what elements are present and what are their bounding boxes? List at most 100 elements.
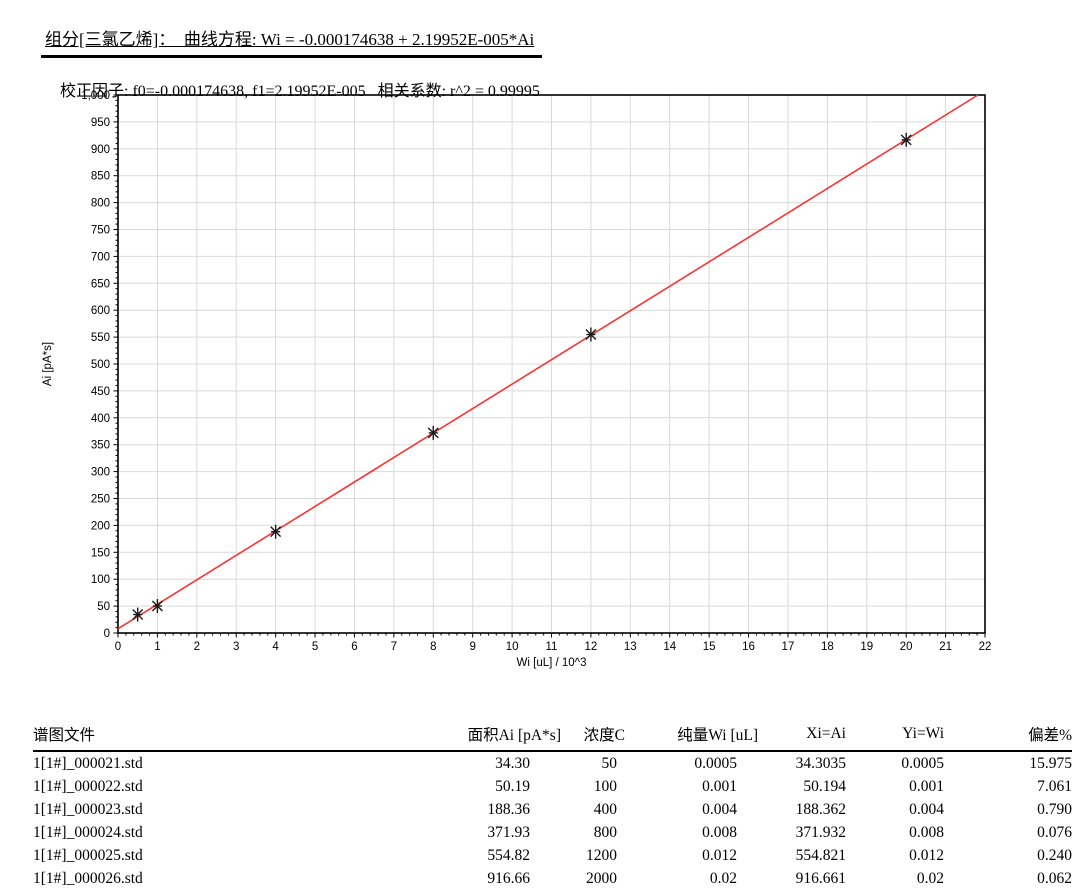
cell-value: 554.82 bbox=[487, 847, 530, 864]
svg-text:8: 8 bbox=[430, 641, 436, 653]
svg-text:20: 20 bbox=[900, 641, 913, 653]
table-row: 1[1#]_000025.std 554.82 1200 0.012 554.821 0.… bbox=[33, 844, 1072, 867]
component-equation-title: 组分[三氯乙烯]： 曲线方程: Wi = -0.000174638 + 2.19… bbox=[41, 28, 543, 58]
cell-value: 0.012 bbox=[702, 847, 737, 864]
svg-text:850: 850 bbox=[91, 171, 110, 183]
col-header-spectrum-file: 谱图文件 bbox=[33, 722, 443, 752]
svg-text:0: 0 bbox=[104, 628, 110, 640]
data-point-marker bbox=[900, 132, 912, 147]
svg-text:14: 14 bbox=[663, 641, 676, 653]
data-point-marker bbox=[427, 425, 439, 440]
cell-value: 0.008 bbox=[909, 824, 944, 841]
cell-spectrum-file: 1[1#]_000026.std bbox=[33, 870, 143, 887]
svg-text:9: 9 bbox=[469, 641, 475, 653]
col-header-deviation: 偏差% bbox=[944, 722, 1072, 752]
cell-value: 50.19 bbox=[495, 778, 530, 795]
cell-value: 15.975 bbox=[1029, 755, 1072, 772]
data-points bbox=[132, 132, 912, 622]
svg-text:400: 400 bbox=[91, 413, 110, 425]
svg-text:3: 3 bbox=[233, 641, 239, 653]
svg-text:500: 500 bbox=[91, 359, 110, 371]
cell-value: 34.3035 bbox=[795, 755, 846, 772]
cell-value: 188.36 bbox=[487, 801, 530, 818]
svg-text:550: 550 bbox=[91, 332, 110, 344]
col-header-concentration: 浓度C bbox=[561, 722, 625, 752]
cell-value: 1200 bbox=[586, 847, 617, 864]
data-point-marker bbox=[151, 598, 163, 613]
y-tick-labels: 0 50 100 150 200 250 300 350 400 450 500 550 600 650 7… bbox=[81, 90, 110, 640]
svg-text:900: 900 bbox=[91, 144, 110, 156]
svg-text:18: 18 bbox=[821, 641, 834, 653]
calibration-curve-chart: 0 1 2 3 4 5 6 7 8 9 10 11 12 13 14 15 16 17 18 19 20 21 220501… bbox=[42, 90, 992, 669]
table-row: 1[1#]_000026.std 916.66 2000 0.02 916.661 0.0… bbox=[33, 867, 1072, 890]
plot-border bbox=[117, 94, 986, 634]
cell-value: 0.02 bbox=[709, 870, 737, 887]
table-row: 1[1#]_000023.std 188.36 400 0.004 188.362 0.0… bbox=[33, 798, 1072, 821]
cell-value: 371.932 bbox=[795, 824, 846, 841]
cell-value: 0.012 bbox=[909, 847, 944, 864]
svg-text:15: 15 bbox=[703, 641, 716, 653]
calibration-table-body: 1[1#]_000021.std 34.30 50 0.0005 34.3035 0.00… bbox=[33, 751, 1072, 890]
cell-value: 916.66 bbox=[487, 870, 530, 887]
cell-spectrum-file: 1[1#]_000021.std bbox=[33, 755, 143, 772]
cell-spectrum-file: 1[1#]_000024.std bbox=[33, 824, 143, 841]
x-axis-title: Wi [uL] / 10^3 bbox=[517, 657, 587, 669]
col-header-yi: Yi=Wi bbox=[846, 722, 944, 752]
y-axis-title: Ai [pA*s] bbox=[42, 342, 54, 386]
svg-text:200: 200 bbox=[91, 520, 110, 532]
svg-text:700: 700 bbox=[91, 251, 110, 263]
data-point-marker bbox=[585, 327, 597, 342]
svg-text:13: 13 bbox=[624, 641, 637, 653]
col-header-pure-amount: 纯量Wi [uL] bbox=[625, 722, 758, 752]
cell-value: 0.004 bbox=[702, 801, 737, 818]
cell-value: 0.02 bbox=[916, 870, 944, 887]
data-point-marker bbox=[270, 524, 282, 539]
svg-text:21: 21 bbox=[939, 641, 952, 653]
svg-text:250: 250 bbox=[91, 494, 110, 506]
cell-value: 0.0005 bbox=[901, 755, 944, 772]
cell-value: 0.062 bbox=[1037, 870, 1072, 887]
cell-value: 800 bbox=[593, 824, 617, 841]
svg-text:950: 950 bbox=[91, 117, 110, 129]
calibration-table-header: 谱图文件 面积Ai [pA*s] 浓度C 纯量Wi [uL] Xi=Ai Yi=… bbox=[33, 722, 1072, 752]
svg-text:50: 50 bbox=[97, 601, 110, 613]
svg-text:12: 12 bbox=[585, 641, 598, 653]
svg-text:6: 6 bbox=[351, 641, 357, 653]
svg-text:300: 300 bbox=[91, 467, 110, 479]
svg-text:1: 1 bbox=[154, 641, 160, 653]
cell-spectrum-file: 1[1#]_000022.std bbox=[33, 778, 143, 795]
table-row: 1[1#]_000022.std 50.19 100 0.001 50.194 0.001… bbox=[33, 775, 1072, 798]
cell-value: 34.30 bbox=[495, 755, 530, 772]
cell-spectrum-file: 1[1#]_000025.std bbox=[33, 847, 143, 864]
svg-text:19: 19 bbox=[860, 641, 873, 653]
svg-text:150: 150 bbox=[91, 547, 110, 559]
cell-value: 0.790 bbox=[1037, 801, 1072, 818]
svg-text:11: 11 bbox=[546, 641, 558, 653]
cell-value: 554.821 bbox=[795, 847, 846, 864]
svg-text:7: 7 bbox=[391, 641, 397, 653]
cell-value: 0.0005 bbox=[694, 755, 737, 772]
grid-lines bbox=[118, 95, 985, 633]
cell-value: 0.076 bbox=[1037, 824, 1072, 841]
cell-value: 50 bbox=[601, 755, 618, 772]
col-header-xi: Xi=Ai bbox=[758, 722, 846, 752]
svg-text:17: 17 bbox=[782, 641, 795, 653]
cell-value: 0.001 bbox=[909, 778, 944, 795]
col-header-area: 面积Ai [pA*s] bbox=[443, 722, 561, 752]
svg-text:22: 22 bbox=[979, 641, 992, 653]
svg-text:800: 800 bbox=[91, 198, 110, 210]
svg-text:450: 450 bbox=[91, 386, 110, 398]
svg-text:2: 2 bbox=[194, 641, 200, 653]
table-row: 1[1#]_000024.std 371.93 800 0.008 371.932 0.0… bbox=[33, 821, 1072, 844]
cell-value: 188.362 bbox=[795, 801, 846, 818]
svg-text:1,000: 1,000 bbox=[81, 90, 110, 102]
cell-value: 916.661 bbox=[795, 870, 846, 887]
cell-value: 7.061 bbox=[1037, 778, 1072, 795]
svg-text:600: 600 bbox=[91, 305, 110, 317]
axis-ticks bbox=[113, 94, 986, 638]
header-row: 谱图文件 面积Ai [pA*s] 浓度C 纯量Wi [uL] Xi=Ai Yi=… bbox=[33, 722, 1072, 752]
cell-value: 100 bbox=[593, 778, 617, 795]
cell-spectrum-file: 1[1#]_000023.std bbox=[33, 801, 143, 818]
cell-value: 0.001 bbox=[702, 778, 737, 795]
cell-value: 400 bbox=[593, 801, 617, 818]
